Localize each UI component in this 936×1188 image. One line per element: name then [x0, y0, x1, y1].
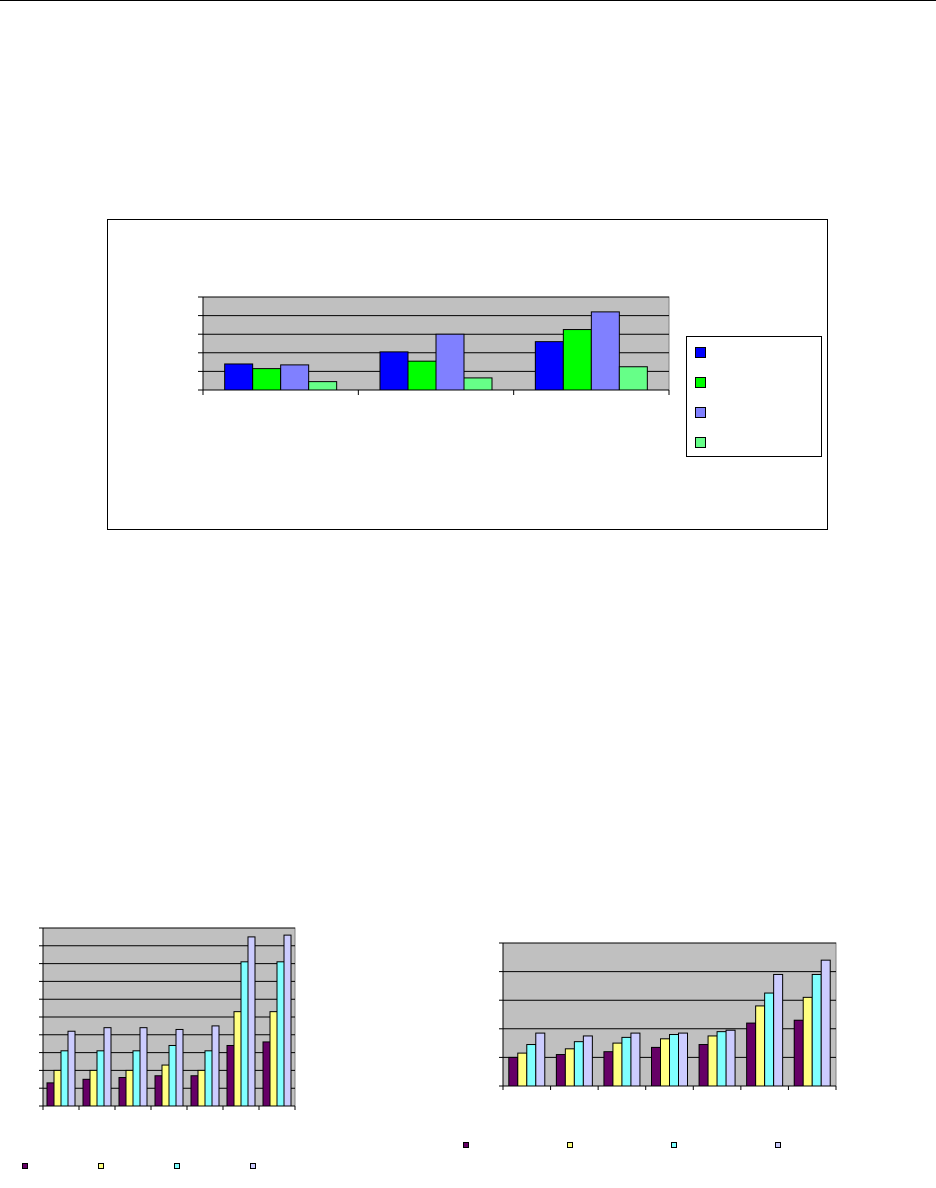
bar-s1-c6	[746, 1022, 757, 1087]
bar-s4-c7	[283, 934, 292, 1107]
bar-s2-c3	[125, 1069, 134, 1107]
bl-legend-swatch-2	[98, 1163, 104, 1169]
bar-s2-c4	[660, 1038, 670, 1087]
bar-s4-c2	[103, 1027, 112, 1107]
bar-s2-c2	[564, 1048, 575, 1087]
bar-s1-c7	[262, 1041, 271, 1107]
bar-s2-c2	[89, 1069, 98, 1107]
bar-s2-c1	[53, 1069, 62, 1107]
br-legend-swatch-4	[775, 1142, 781, 1148]
bar-s4-c5	[211, 1025, 220, 1107]
main-chart-legend	[686, 336, 822, 457]
bottom-left-legend	[22, 1163, 282, 1173]
bar-s3-c4	[168, 1044, 177, 1107]
legend-swatch-1	[695, 347, 706, 358]
bar-s1-c4	[154, 1075, 163, 1107]
plot-area	[502, 942, 837, 1087]
bar-s1-c4	[651, 1046, 661, 1087]
bottom-right-legend	[463, 1142, 793, 1152]
bar-s4-c7	[820, 959, 831, 1087]
bar-s2-c6	[755, 1005, 766, 1087]
bar-s1-c3	[603, 1051, 614, 1087]
plot-area	[42, 927, 296, 1107]
bar-s4-c2	[582, 1035, 593, 1087]
bar-s1-c5	[190, 1075, 199, 1107]
bar-s1-c2	[555, 1054, 566, 1087]
bl-legend-swatch-3	[174, 1163, 180, 1169]
legend-swatch-2	[695, 377, 706, 388]
bar-s2-c7	[269, 1011, 278, 1107]
bar-s2-c1	[517, 1052, 528, 1087]
bar-s4-c5	[725, 1029, 736, 1087]
bar-s2-c5	[197, 1069, 206, 1107]
bar-s1-c2	[82, 1078, 91, 1107]
legend-swatch-3	[695, 407, 706, 418]
bar-s3-c7	[276, 961, 285, 1107]
bar-s1-c3	[118, 1077, 127, 1107]
bar-s4-c4	[175, 1028, 184, 1107]
bar-s3-c4	[669, 1034, 679, 1087]
bar-s4-c6	[247, 936, 256, 1107]
bl-legend-swatch-4	[250, 1163, 256, 1169]
bar-s1-c6	[226, 1044, 235, 1107]
bar-s1-c1	[46, 1082, 55, 1107]
br-legend-swatch-1	[463, 1142, 469, 1148]
bar-s2-c6	[233, 1011, 242, 1107]
bar-s4-c1	[67, 1030, 76, 1107]
bar-s2-c3	[612, 1042, 623, 1087]
bar-s4-c6	[773, 973, 784, 1087]
bar-s3-c1	[526, 1044, 537, 1087]
bar-s3-c1	[60, 1050, 69, 1107]
page-top-rule	[0, 0, 936, 1]
legend-swatch-4	[695, 437, 706, 448]
bar-s1-c7	[793, 1019, 804, 1087]
bar-s4-c1	[535, 1032, 546, 1087]
bar-s2-c4	[161, 1064, 170, 1107]
bar-s3-c3	[621, 1036, 632, 1087]
bar-s2-c7	[802, 996, 813, 1087]
bar-s3-c3	[132, 1050, 141, 1107]
bar-s4-c3	[139, 1027, 148, 1107]
bl-legend-swatch-1	[22, 1163, 28, 1169]
bar-s4-c4	[678, 1032, 688, 1087]
bar-s3-c5	[716, 1031, 727, 1087]
bar-s2-c5	[707, 1035, 718, 1087]
br-legend-swatch-3	[671, 1142, 677, 1148]
bar-s3-c7	[811, 973, 822, 1087]
bar-s3-c6	[240, 961, 249, 1107]
bar-s3-c2	[573, 1041, 584, 1087]
bar-s4-c3	[630, 1032, 641, 1087]
bar-s3-c5	[204, 1050, 213, 1107]
bar-s1-c1	[508, 1056, 519, 1087]
bar-s1-c5	[698, 1044, 709, 1087]
bar-s3-c2	[96, 1050, 105, 1107]
br-legend-swatch-2	[567, 1142, 573, 1148]
bar-s3-c6	[764, 992, 775, 1087]
